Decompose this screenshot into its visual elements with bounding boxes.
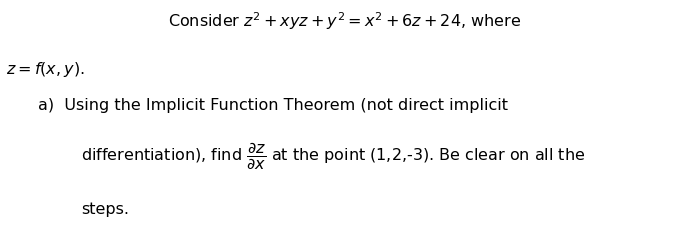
Text: steps.: steps. (81, 201, 130, 216)
Text: $z = f(x, y).$: $z = f(x, y).$ (6, 60, 84, 79)
Text: Consider $z^2 + xyz + y^2 = x^2 + 6z + 24$, where: Consider $z^2 + xyz + y^2 = x^2 + 6z + 2… (168, 10, 521, 32)
Text: a)  Using the Implicit Function Theorem (not direct implicit: a) Using the Implicit Function Theorem (… (38, 98, 508, 113)
Text: differentiation), find $\dfrac{\partial z}{\partial x}$ at the point (1,2,-3). B: differentiation), find $\dfrac{\partial … (81, 141, 586, 171)
